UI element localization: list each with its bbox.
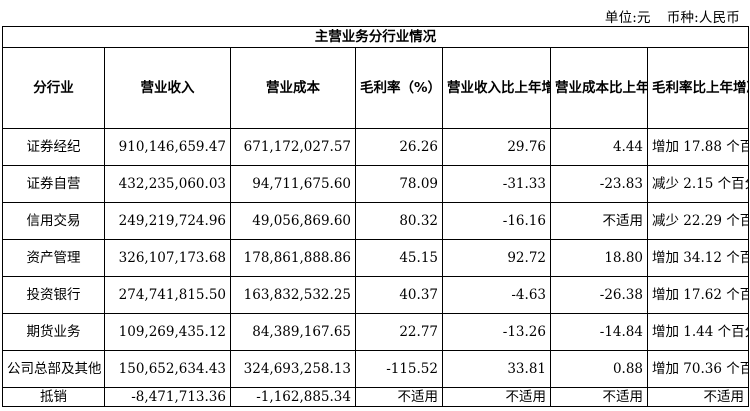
revenue-cell: 274,741,815.50 — [104, 276, 231, 314]
segment-cell: 投资银行 — [2, 276, 105, 314]
margin-change-cell: 增加 17.62 个百分点 — [646, 276, 750, 314]
cost-change-cell: 18.80 — [550, 239, 648, 277]
column-header-cost: 营业成本 — [230, 47, 356, 129]
cost-change-cell: 0.88 — [550, 350, 648, 388]
column-header-revenue: 营业收入 — [104, 47, 231, 129]
cost-cell: 671,172,027.57 — [230, 128, 356, 166]
table-row: 公司总部及其他 150,652,634.43 324,693,258.13 -115.… — [2, 350, 750, 388]
margin-cell: -115.52 — [355, 350, 443, 388]
revenue-change-cell: -4.63 — [442, 276, 551, 314]
table-row: 信用交易 249,219,724.96 49,056,869.60 80.32 -16.… — [2, 202, 750, 240]
cost-cell: 94,711,675.60 — [230, 165, 356, 203]
cost-change-cell: -23.83 — [550, 165, 648, 203]
margin-change-cell: 增加 34.12 个百分点 — [646, 239, 750, 277]
revenue-cell: 109,269,435.12 — [104, 313, 231, 351]
cost-cell: 84,389,167.65 — [230, 313, 356, 351]
table-row: 证券经纪 910,146,659.47 671,172,027.57 26.26 29.… — [2, 128, 750, 166]
revenue-change-cell: -16.16 — [442, 202, 551, 240]
revenue-cell: -8,471,713.36 — [104, 387, 231, 407]
cost-change-cell: 4.44 — [550, 128, 648, 166]
column-header-cost-change: 营业成本比上年增减（%） — [550, 47, 648, 129]
margin-change-cell: 不适用 — [646, 387, 750, 407]
segment-cell: 资产管理 — [2, 239, 105, 277]
unit-currency-line: 单位:元 币种:人民币 — [605, 6, 740, 26]
cost-cell: 324,693,258.13 — [230, 350, 356, 388]
revenue-cell: 150,652,634.43 — [104, 350, 231, 388]
cost-cell: 178,861,888.86 — [230, 239, 356, 277]
segment-cell: 公司总部及其他 — [2, 350, 105, 388]
revenue-change-cell: 29.76 — [442, 128, 551, 166]
revenue-change-cell: -13.26 — [442, 313, 551, 351]
revenue-change-cell: -31.33 — [442, 165, 551, 203]
cost-cell: 163,832,532.25 — [230, 276, 356, 314]
cost-cell: -1,162,885.34 — [230, 387, 356, 407]
table-row: 证券自营 432,235,060.03 94,711,675.60 78.09 -31.… — [2, 165, 750, 203]
segment-cell: 证券自营 — [2, 165, 105, 203]
margin-change-cell: 增加 70.36 个百分点 — [646, 350, 750, 388]
table-title: 主营业务分行业情况 — [1, 26, 750, 48]
unit-label: 单位:元 — [604, 10, 651, 26]
margin-change-cell: 减少 2.15 个百分点 — [646, 165, 750, 203]
revenue-cell: 249,219,724.96 — [104, 202, 231, 240]
margin-cell: 不适用 — [355, 387, 443, 407]
cost-cell: 49,056,869.60 — [230, 202, 356, 240]
table-title-row: 主营业务分行业情况 — [1, 26, 750, 48]
segment-cell: 证券经纪 — [2, 128, 105, 166]
cost-change-cell: -26.38 — [550, 276, 648, 314]
cost-change-cell: -14.84 — [550, 313, 648, 351]
margin-cell: 78.09 — [355, 165, 443, 203]
segment-table: 主营业务分行业情况 分行业 营业收入 营业成本 毛利率（%） 营业收入比上年增减… — [1, 26, 750, 407]
revenue-cell: 910,146,659.47 — [104, 128, 231, 166]
currency-label: 币种:人民币 — [666, 10, 740, 26]
segment-cell: 信用交易 — [2, 202, 105, 240]
margin-change-cell: 增加 1.44 个百分点 — [646, 313, 750, 351]
table-row: 抵销 -8,471,713.36 -1,162,885.34 不适用 不适用 不适用 不适用 — [2, 387, 750, 407]
table-body: 证券经纪 910,146,659.47 671,172,027.57 26.26 29.… — [2, 128, 750, 407]
cost-change-cell: 不适用 — [550, 202, 648, 240]
column-header-segment: 分行业 — [2, 47, 105, 129]
table-row: 期货业务 109,269,435.12 84,389,167.65 22.77 -13.… — [2, 313, 750, 351]
revenue-cell: 432,235,060.03 — [104, 165, 231, 203]
margin-change-cell: 减少 22.29 个百分点 — [646, 202, 750, 240]
segment-cell: 期货业务 — [2, 313, 105, 351]
revenue-change-cell: 不适用 — [442, 387, 551, 407]
margin-cell: 80.32 — [355, 202, 443, 240]
revenue-cell: 326,107,173.68 — [104, 239, 231, 277]
table-header-row: 分行业 营业收入 营业成本 毛利率（%） 营业收入比上年增减（%） 营业成本比上… — [2, 47, 750, 129]
margin-cell: 40.37 — [355, 276, 443, 314]
margin-cell: 45.15 — [355, 239, 443, 277]
column-header-margin-change: 毛利率比上年增减（%） — [646, 47, 750, 129]
margin-cell: 26.26 — [355, 128, 443, 166]
column-header-margin: 毛利率（%） — [355, 47, 443, 129]
revenue-change-cell: 33.81 — [442, 350, 551, 388]
segment-cell: 抵销 — [2, 387, 105, 407]
table-row: 投资银行 274,741,815.50 163,832,532.25 40.37 -4.… — [2, 276, 750, 314]
revenue-change-cell: 92.72 — [442, 239, 551, 277]
cost-change-cell: 不适用 — [550, 387, 648, 407]
margin-cell: 22.77 — [355, 313, 443, 351]
column-header-revenue-change: 营业收入比上年增减（%） — [442, 47, 551, 129]
table-row: 资产管理 326,107,173.68 178,861,888.86 45.15 92.… — [2, 239, 750, 277]
margin-change-cell: 增加 17.88 个百分点 — [646, 128, 750, 166]
